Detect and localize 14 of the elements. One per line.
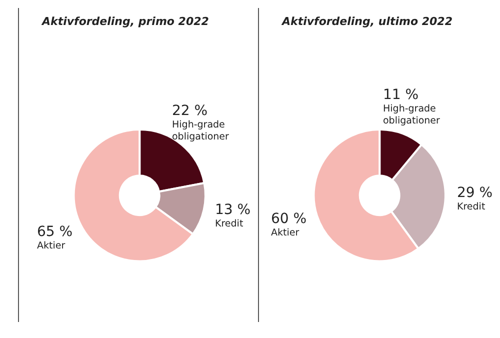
slice-label: High-grade obligationer bbox=[383, 103, 440, 127]
slice-label: Aktier bbox=[37, 240, 66, 252]
data-label: 22 % bbox=[172, 103, 208, 119]
data-label: 11 % bbox=[383, 87, 419, 103]
slice-label: Aktier bbox=[271, 227, 300, 238]
data-label: 13 % bbox=[215, 202, 251, 218]
data-label: 65 % bbox=[37, 224, 73, 240]
data-label: 29 % bbox=[457, 185, 493, 201]
data-label: 60 % bbox=[271, 211, 307, 227]
chart-title: Aktivfordeling, ultimo 2022 bbox=[281, 15, 453, 28]
slice-label: Kredit bbox=[215, 218, 244, 230]
chart-title: Aktivfordeling, primo 2022 bbox=[41, 15, 210, 28]
slice-label: Kredit bbox=[457, 201, 486, 212]
slice-label: High-grade obligationer bbox=[172, 119, 230, 143]
